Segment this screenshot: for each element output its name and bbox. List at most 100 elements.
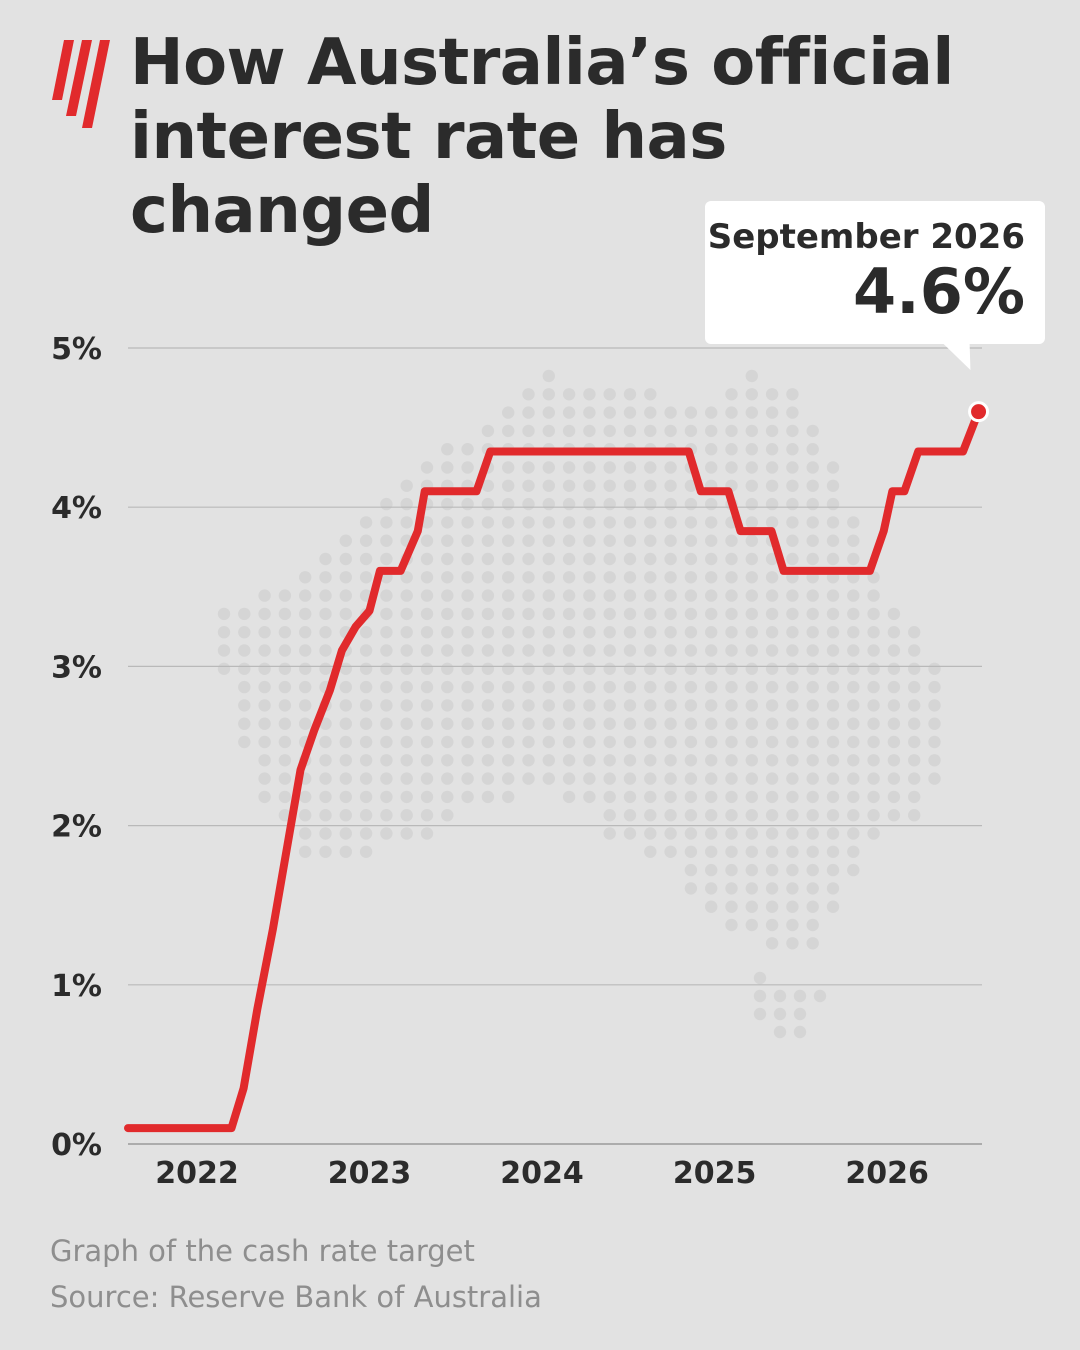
- map-dot: [258, 754, 271, 767]
- map-dot: [725, 662, 738, 675]
- map-dot: [745, 882, 758, 895]
- map-dot: [420, 735, 434, 749]
- map-dot: [603, 589, 616, 602]
- x-tick-label: 2022: [155, 1156, 239, 1191]
- map-dot: [847, 754, 860, 767]
- map-dot: [299, 626, 312, 639]
- map-dot: [461, 644, 474, 657]
- map-dot: [502, 497, 515, 511]
- map-dot: [502, 479, 515, 492]
- map-dot: [420, 754, 434, 767]
- map-dot: [441, 552, 454, 566]
- map-dot: [400, 516, 413, 529]
- map-dot: [847, 827, 860, 840]
- map-dot: [806, 626, 819, 639]
- map-dot: [826, 607, 840, 621]
- map-dot: [806, 516, 819, 529]
- map-dot: [928, 735, 941, 749]
- map-dot: [786, 626, 799, 639]
- map-dot: [299, 607, 312, 621]
- map-dot: [786, 644, 799, 657]
- map-dot: [725, 534, 738, 547]
- map-dot: [826, 845, 840, 858]
- map-dot: [319, 809, 332, 822]
- map-dot: [786, 479, 799, 492]
- map-dot: [806, 772, 819, 785]
- map-dot: [867, 589, 880, 602]
- map-dot: [765, 882, 779, 895]
- map-dot: [664, 497, 677, 511]
- map-dot: [339, 534, 352, 547]
- map-dot: [765, 516, 779, 529]
- map-dot: [765, 443, 779, 456]
- map-dot: [319, 827, 332, 840]
- map-dot: [562, 790, 576, 804]
- map-dot: [887, 735, 901, 749]
- map-dot: [867, 680, 880, 694]
- map-dot: [806, 900, 819, 913]
- map-dot: [502, 772, 515, 785]
- map-dot: [765, 680, 779, 694]
- map-dot: [887, 680, 901, 694]
- map-dot: [745, 900, 758, 913]
- map-dot: [238, 626, 251, 639]
- map-dot: [684, 644, 698, 657]
- map-dot: [542, 699, 555, 712]
- map-dot: [705, 626, 718, 639]
- map-dot: [542, 369, 555, 383]
- map-dot: [339, 607, 352, 621]
- map-dot: [461, 443, 474, 456]
- map-dot: [359, 571, 373, 584]
- map-dot: [806, 863, 819, 877]
- map-dot: [420, 680, 434, 694]
- map-dot: [441, 644, 454, 657]
- map-dot: [793, 989, 807, 1003]
- map-dot: [339, 589, 352, 602]
- map-dot: [542, 516, 555, 529]
- map-dot: [441, 626, 454, 639]
- map-dot: [786, 443, 799, 456]
- map-dot: [380, 772, 393, 785]
- map-dot: [583, 754, 596, 767]
- map-dot: [359, 735, 373, 749]
- map-dot: [481, 735, 495, 749]
- map-dot: [583, 680, 596, 694]
- map-dot: [644, 424, 657, 438]
- map-dot: [847, 790, 860, 804]
- map-dot: [542, 461, 555, 474]
- map-dot: [461, 516, 474, 529]
- map-dot: [745, 735, 758, 749]
- map-dot: [481, 497, 495, 511]
- map-dot: [644, 680, 657, 694]
- map-dot: [786, 827, 799, 840]
- map-dot: [461, 497, 474, 511]
- map-dot: [887, 772, 901, 785]
- map-dot: [765, 699, 779, 712]
- y-tick-label: 2%: [51, 810, 102, 845]
- map-dot: [481, 534, 495, 547]
- map-dot: [793, 1007, 807, 1021]
- map-dot: [400, 607, 413, 621]
- map-dot: [562, 662, 576, 675]
- map-dot: [623, 699, 637, 712]
- map-dot: [826, 662, 840, 675]
- map-dot: [765, 497, 779, 511]
- map-dot: [522, 589, 535, 602]
- map-dot: [502, 516, 515, 529]
- map-dot: [319, 772, 332, 785]
- map-dot: [441, 735, 454, 749]
- map-dot: [786, 772, 799, 785]
- map-dot: [684, 479, 698, 492]
- map-dot: [745, 479, 758, 492]
- map-dot: [664, 516, 677, 529]
- map-dot: [644, 790, 657, 804]
- map-dot: [217, 626, 231, 639]
- map-dot: [583, 626, 596, 639]
- map-dot: [887, 644, 901, 657]
- map-dot: [339, 735, 352, 749]
- map-dot: [664, 680, 677, 694]
- map-dot: [359, 809, 373, 822]
- map-dot: [542, 388, 555, 401]
- map-dot: [400, 827, 413, 840]
- map-dot: [319, 552, 332, 566]
